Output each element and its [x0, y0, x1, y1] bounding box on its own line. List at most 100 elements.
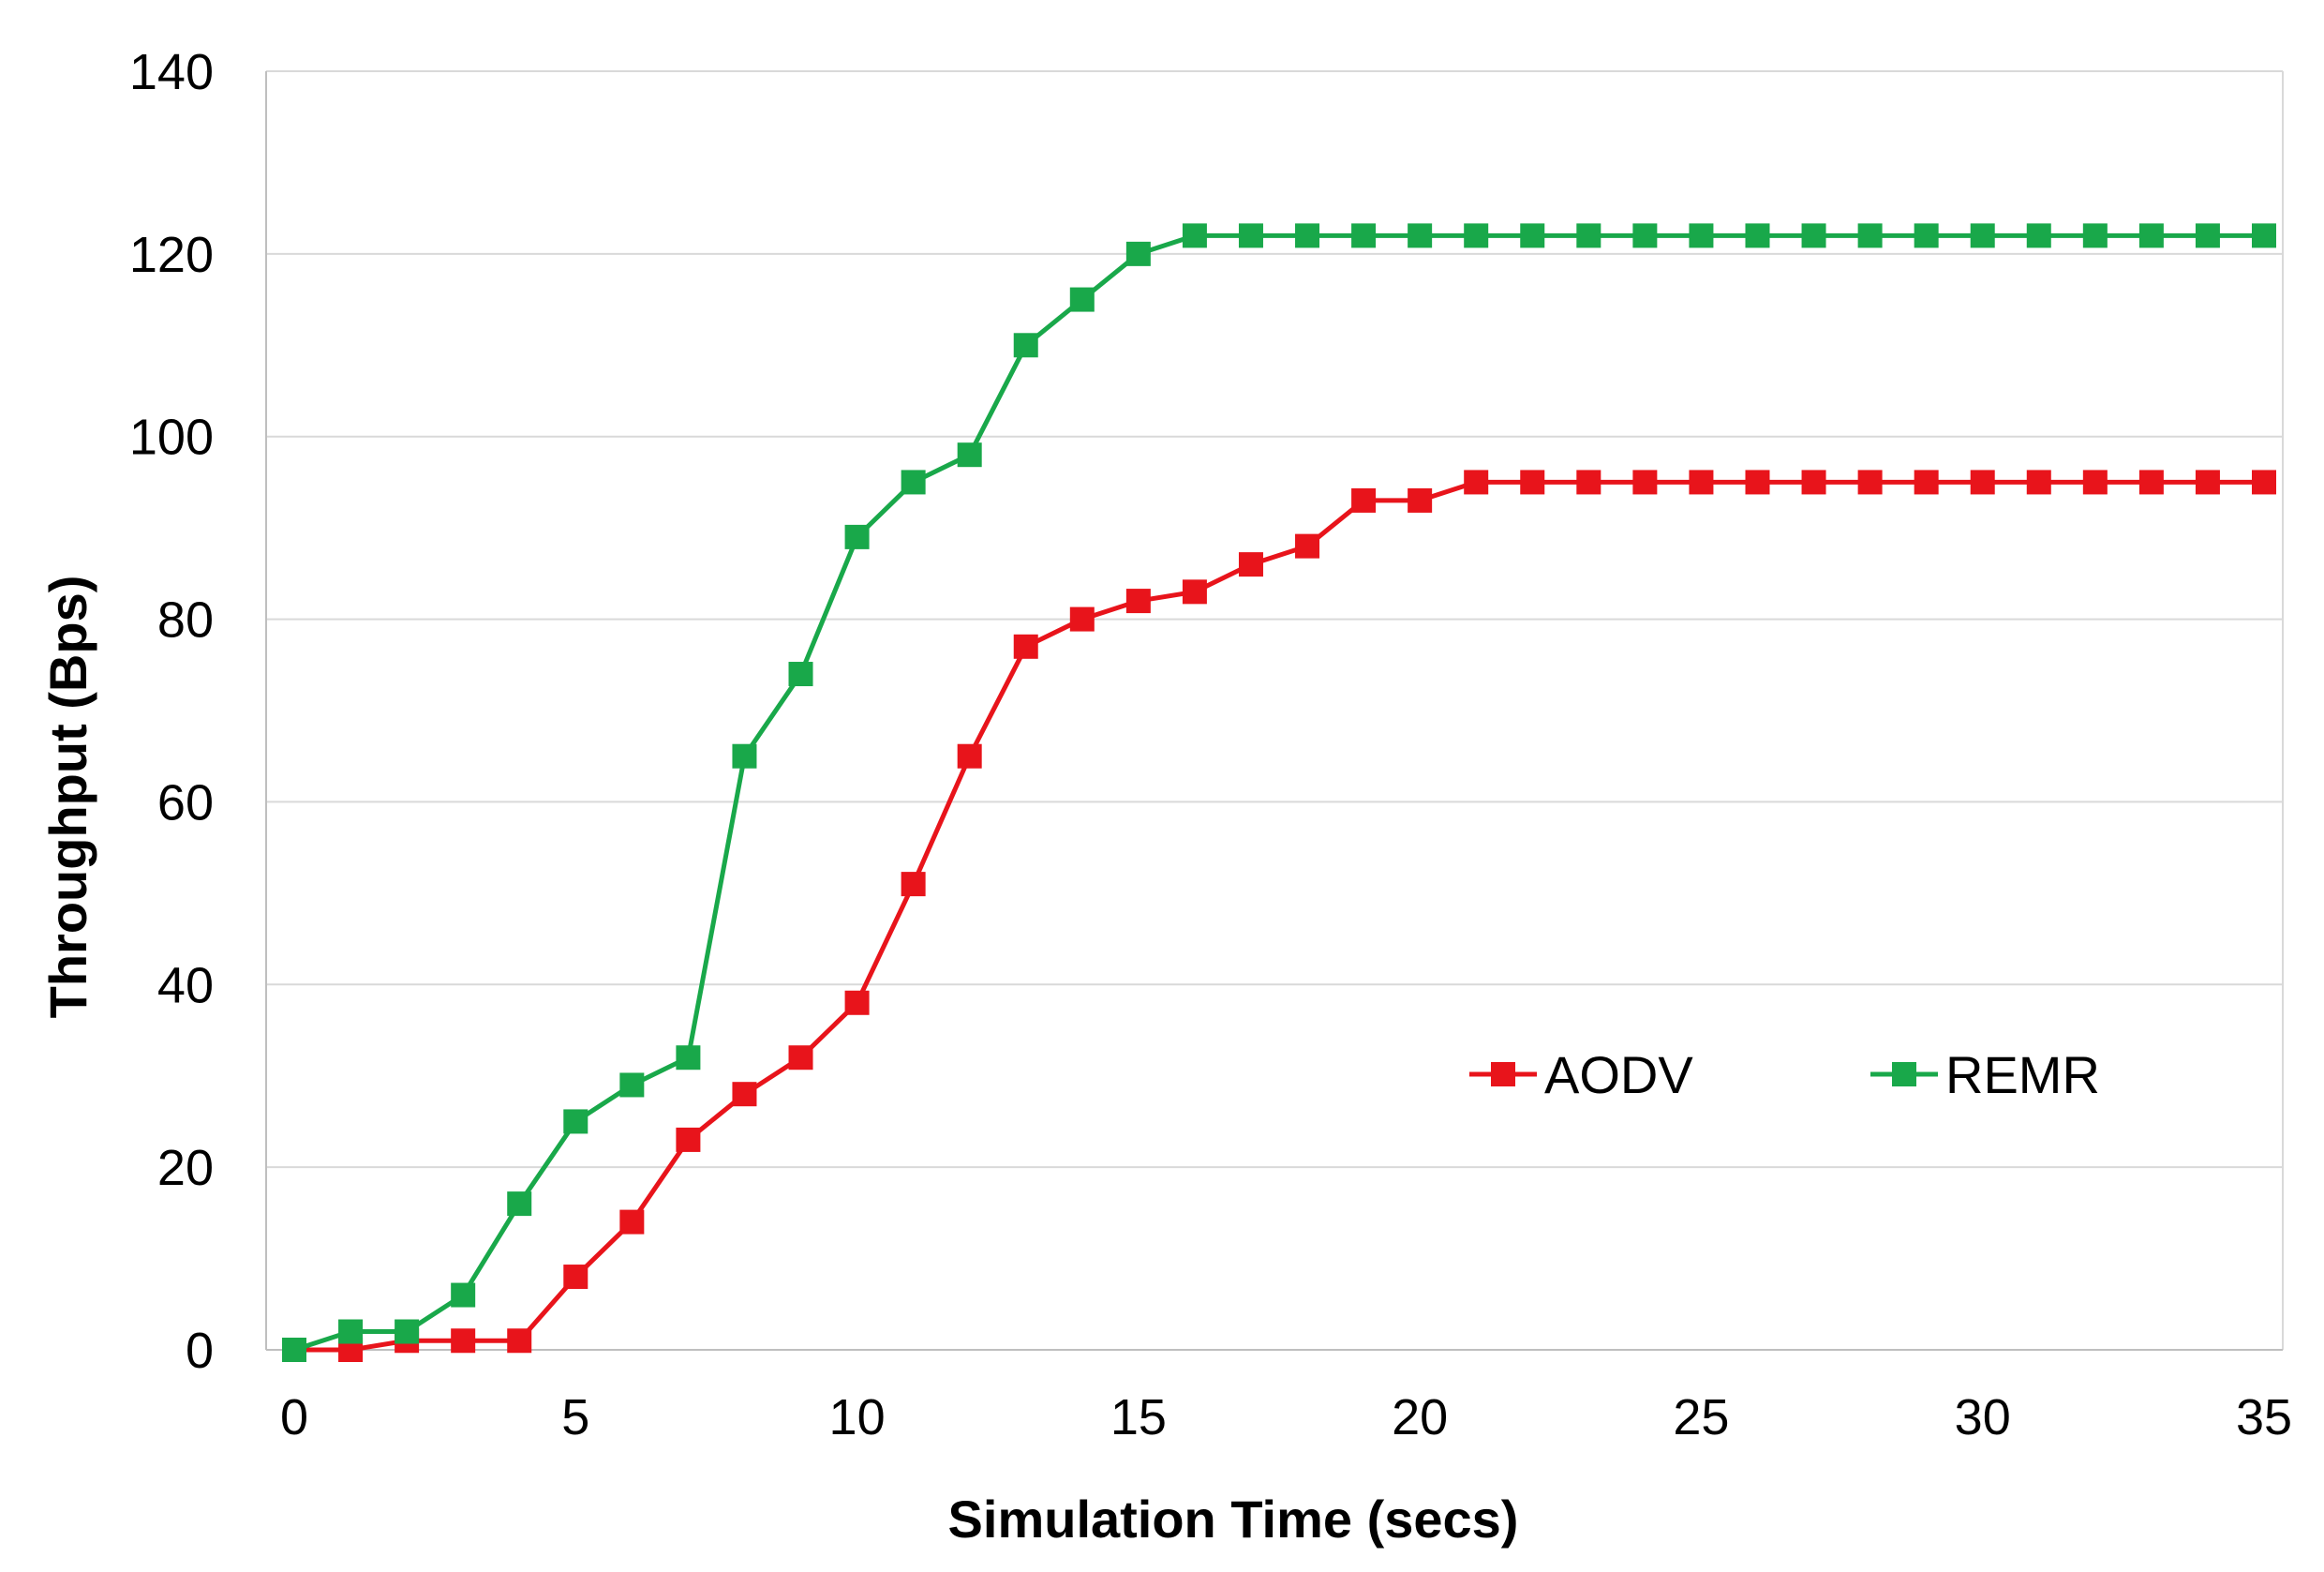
y-tick-label-0: 0	[186, 1323, 214, 1379]
point-remr-7	[676, 1045, 701, 1070]
x-tick-label-30: 30	[1955, 1389, 2011, 1445]
grid-lines	[266, 70, 2283, 1169]
point-aodv-20	[1408, 487, 1433, 513]
point-aodv-25	[1689, 470, 1714, 495]
point-aodv-11	[901, 872, 926, 897]
point-remr-5	[563, 1109, 588, 1134]
point-remr-4	[507, 1191, 532, 1217]
legend-aodv-label: AODV	[1544, 1045, 1693, 1104]
point-aodv-3	[451, 1328, 476, 1354]
series-aodv-line	[294, 479, 2264, 1353]
point-aodv-19	[1351, 487, 1377, 513]
y-tick-label-40: 40	[157, 957, 214, 1013]
point-remr-23	[1576, 223, 1601, 248]
legend: AODV REMR	[1469, 1045, 2100, 1104]
point-aodv-12	[957, 743, 982, 769]
point-aodv-29	[1914, 470, 1939, 495]
point-remr-25	[1689, 223, 1714, 248]
point-remr-20	[1408, 223, 1433, 248]
point-aodv-10	[844, 990, 870, 1015]
point-remr-11	[901, 470, 926, 495]
point-aodv-8	[732, 1082, 757, 1107]
point-aodv-6	[619, 1209, 645, 1235]
point-remr-35	[2252, 223, 2276, 248]
y-tick-label-120: 120	[129, 227, 214, 283]
point-aodv-15	[1125, 589, 1151, 614]
point-remr-26	[1745, 223, 1770, 248]
point-remr-19	[1351, 223, 1377, 248]
point-remr-13	[1013, 333, 1038, 358]
x-tick-label-15: 15	[1110, 1389, 1167, 1445]
y-axis-title: Throughput (Bps)	[38, 576, 97, 1019]
legend-aodv-marker	[1491, 1062, 1515, 1086]
x-tick-label-25: 25	[1673, 1389, 1729, 1445]
point-aodv-27	[1801, 470, 1826, 495]
point-aodv-14	[1069, 606, 1095, 632]
point-remr-0	[282, 1338, 306, 1362]
x-tick-label-35: 35	[2236, 1389, 2292, 1445]
point-aodv-9	[788, 1045, 813, 1070]
point-aodv-22	[1520, 470, 1545, 495]
point-aodv-18	[1295, 533, 1320, 559]
series-remr	[282, 223, 2276, 1362]
legend-remr-label: REMR	[1945, 1045, 2100, 1104]
point-remr-15	[1125, 241, 1151, 266]
point-aodv-31	[2026, 470, 2051, 495]
point-remr-31	[2026, 223, 2051, 248]
point-remr-32	[2082, 223, 2108, 248]
point-remr-18	[1295, 223, 1320, 248]
point-aodv-16	[1182, 579, 1207, 605]
y-tick-label-100: 100	[129, 410, 214, 466]
point-remr-10	[844, 524, 870, 549]
point-aodv-26	[1745, 470, 1770, 495]
point-aodv-24	[1632, 470, 1658, 495]
point-aodv-7	[676, 1127, 701, 1152]
point-remr-33	[2138, 223, 2164, 248]
point-aodv-23	[1576, 470, 1601, 495]
point-remr-12	[957, 442, 982, 468]
legend-remr-marker	[1892, 1062, 1916, 1086]
point-remr-17	[1238, 223, 1263, 248]
point-remr-2	[395, 1319, 420, 1344]
x-tick-label-20: 20	[1392, 1389, 1448, 1445]
y-tick-label-60: 60	[157, 774, 214, 831]
point-remr-29	[1914, 223, 1939, 248]
point-remr-34	[2195, 223, 2220, 248]
point-aodv-34	[2195, 470, 2220, 495]
point-remr-9	[788, 662, 813, 687]
point-aodv-21	[1464, 470, 1489, 495]
point-remr-14	[1069, 287, 1095, 312]
point-remr-6	[619, 1072, 645, 1098]
series-aodv	[282, 470, 2276, 1362]
y-tick-label-20: 20	[157, 1140, 214, 1196]
point-remr-16	[1182, 223, 1207, 248]
series-remr-line	[293, 232, 2264, 1353]
point-remr-1	[338, 1319, 364, 1344]
x-tick-label-10: 10	[829, 1389, 886, 1445]
point-remr-3	[451, 1282, 476, 1308]
point-remr-27	[1801, 223, 1826, 248]
point-aodv-17	[1238, 552, 1263, 577]
point-aodv-4	[507, 1328, 532, 1354]
legend-item-remr: REMR	[1870, 1045, 2100, 1104]
x-tick-label-5: 5	[561, 1389, 589, 1445]
point-remr-24	[1632, 223, 1658, 248]
tick-labels: 0 20 40 60 80 100 120 140 0 5 10 15 20 25 30 35	[129, 44, 2292, 1445]
point-aodv-33	[2138, 470, 2164, 495]
point-remr-28	[1857, 223, 1883, 248]
y-tick-label-140: 140	[129, 44, 214, 100]
point-aodv-35	[2252, 470, 2276, 495]
point-aodv-5	[563, 1265, 588, 1290]
point-aodv-30	[1970, 470, 1995, 495]
point-remr-22	[1520, 223, 1545, 248]
point-remr-30	[1970, 223, 1995, 248]
point-remr-21	[1464, 223, 1489, 248]
axes	[265, 71, 2284, 1351]
legend-item-aodv: AODV	[1469, 1045, 1693, 1104]
point-aodv-32	[2082, 470, 2108, 495]
series-lines	[282, 223, 2276, 1362]
x-tick-label-0: 0	[280, 1389, 308, 1445]
point-aodv-13	[1013, 634, 1038, 659]
x-axis-title: Simulation Time (secs)	[948, 1490, 1519, 1549]
